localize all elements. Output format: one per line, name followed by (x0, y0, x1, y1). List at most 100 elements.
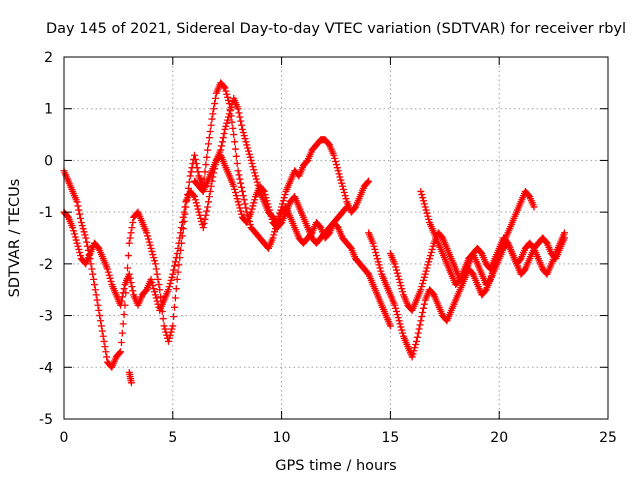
point-4-8-1 (422, 267, 430, 275)
point-0-8-2 (97, 317, 105, 325)
point-1-26-2 (175, 239, 183, 247)
point-0-37-3 (224, 93, 232, 101)
point-0-33-1 (204, 140, 212, 148)
point-0-41-2 (240, 196, 248, 204)
point-0-21-0 (151, 260, 159, 268)
chart-title: Day 145 of 2021, Sidereal Day-to-day VTE… (46, 21, 626, 37)
point-1-3-4 (77, 252, 85, 260)
point-0-7-1 (91, 286, 99, 294)
point-1-2-2 (70, 230, 78, 238)
point-0-24-4 (168, 325, 176, 333)
point-0-15-3 (128, 224, 136, 232)
point-5-0-0 (417, 187, 425, 195)
point-0-63-2 (336, 173, 344, 181)
point-0-30-3 (193, 164, 201, 172)
point-0-4-0 (77, 218, 85, 226)
point-1-36-1 (218, 142, 226, 150)
point-1-25-2 (171, 262, 179, 270)
point-0-15-2 (127, 229, 135, 237)
point-2-13-4 (251, 196, 259, 204)
point-1-25-3 (171, 258, 179, 266)
point-4-8-3 (424, 261, 432, 269)
point-1-24-3 (167, 276, 175, 284)
point-1-31-1 (196, 211, 204, 219)
point-6-1-0 (127, 379, 135, 387)
point-1-25-0 (169, 270, 177, 278)
point-1-44-0 (251, 172, 259, 180)
point-1-20-1 (148, 278, 156, 286)
point-0-26-1 (174, 268, 182, 276)
point-5-1-3 (424, 212, 432, 220)
point-1-42-3 (245, 150, 253, 158)
point-1-37-2 (223, 119, 231, 127)
point-2-16-0 (260, 187, 268, 195)
point-0-19-1 (144, 232, 152, 240)
point-1-27-4 (181, 203, 189, 211)
point-1-29-4 (190, 192, 198, 200)
point-4-2-2 (397, 282, 405, 290)
point-4-2-1 (396, 278, 404, 286)
point-1-42-1 (244, 144, 252, 152)
point-1-26-1 (174, 244, 182, 252)
point-1-43-2 (249, 163, 257, 171)
point-1-42-4 (246, 153, 254, 161)
plot-frame (63, 56, 609, 420)
point-1-41-0 (238, 125, 246, 133)
point-1-32-0 (199, 224, 207, 232)
point-0-24-2 (166, 331, 174, 339)
point-3-2-1 (374, 258, 382, 266)
point-4-1-3 (393, 269, 401, 277)
point-0-34-2 (210, 105, 218, 113)
point-1-21-0 (151, 291, 159, 299)
point-1-43-1 (248, 160, 256, 168)
point-0-32-2 (201, 168, 209, 176)
y-tick-label-4: -1 (39, 205, 53, 221)
point-0-13-1 (117, 338, 125, 346)
point-0-41-4 (242, 204, 250, 212)
y-tick-label-1: -4 (39, 360, 53, 376)
point-1-24-2 (166, 280, 174, 288)
point-1-25-4 (172, 254, 180, 262)
point-0-48-0 (269, 234, 277, 242)
point-0-21-4 (155, 281, 163, 289)
point-1-32-4 (203, 207, 211, 215)
point-2-9-2 (231, 188, 239, 196)
point-1-37-4 (225, 113, 233, 121)
point-0-26-2 (175, 261, 183, 269)
point-5-33-0 (560, 234, 568, 242)
point-3-10-0 (408, 353, 416, 361)
axis-ticks (63, 56, 609, 420)
point-2-16-1 (261, 191, 269, 199)
point-1-42-0 (243, 141, 251, 149)
point-0-40-4 (238, 183, 246, 191)
point-0-5-0 (82, 234, 90, 242)
point-4-2-4 (399, 288, 407, 296)
x-axis-label: GPS time / hours (275, 458, 396, 474)
point-0-4-2 (79, 225, 87, 233)
point-0-25-2 (171, 303, 179, 311)
point-4-1-1 (392, 263, 400, 271)
point-4-9-1 (426, 252, 434, 260)
point-3-11-2 (414, 329, 422, 337)
point-2-13-1 (248, 205, 256, 213)
point-1-40-4 (238, 121, 246, 129)
point-3-38-0 (530, 203, 538, 211)
y-tick-label-5: 0 (44, 153, 53, 169)
point-2-10-2 (236, 204, 244, 212)
point-1-32-2 (201, 215, 209, 223)
point-0-20-2 (149, 251, 157, 259)
point-2-9-4 (233, 195, 241, 203)
point-0-19-2 (144, 235, 152, 243)
point-4-2-3 (398, 285, 406, 293)
point-1-3-0 (73, 239, 81, 247)
point-0-40-1 (235, 171, 243, 179)
point-5-1-2 (423, 209, 431, 217)
point-3-6-3 (393, 311, 401, 319)
point-1-41-4 (242, 138, 250, 146)
point-0-41-0 (238, 187, 246, 195)
point-5-1-1 (422, 206, 430, 214)
point-0-40-2 (236, 175, 244, 183)
point-0-6-3 (89, 270, 97, 278)
point-1-21-1 (152, 294, 160, 302)
point-0-22-1 (157, 293, 165, 301)
